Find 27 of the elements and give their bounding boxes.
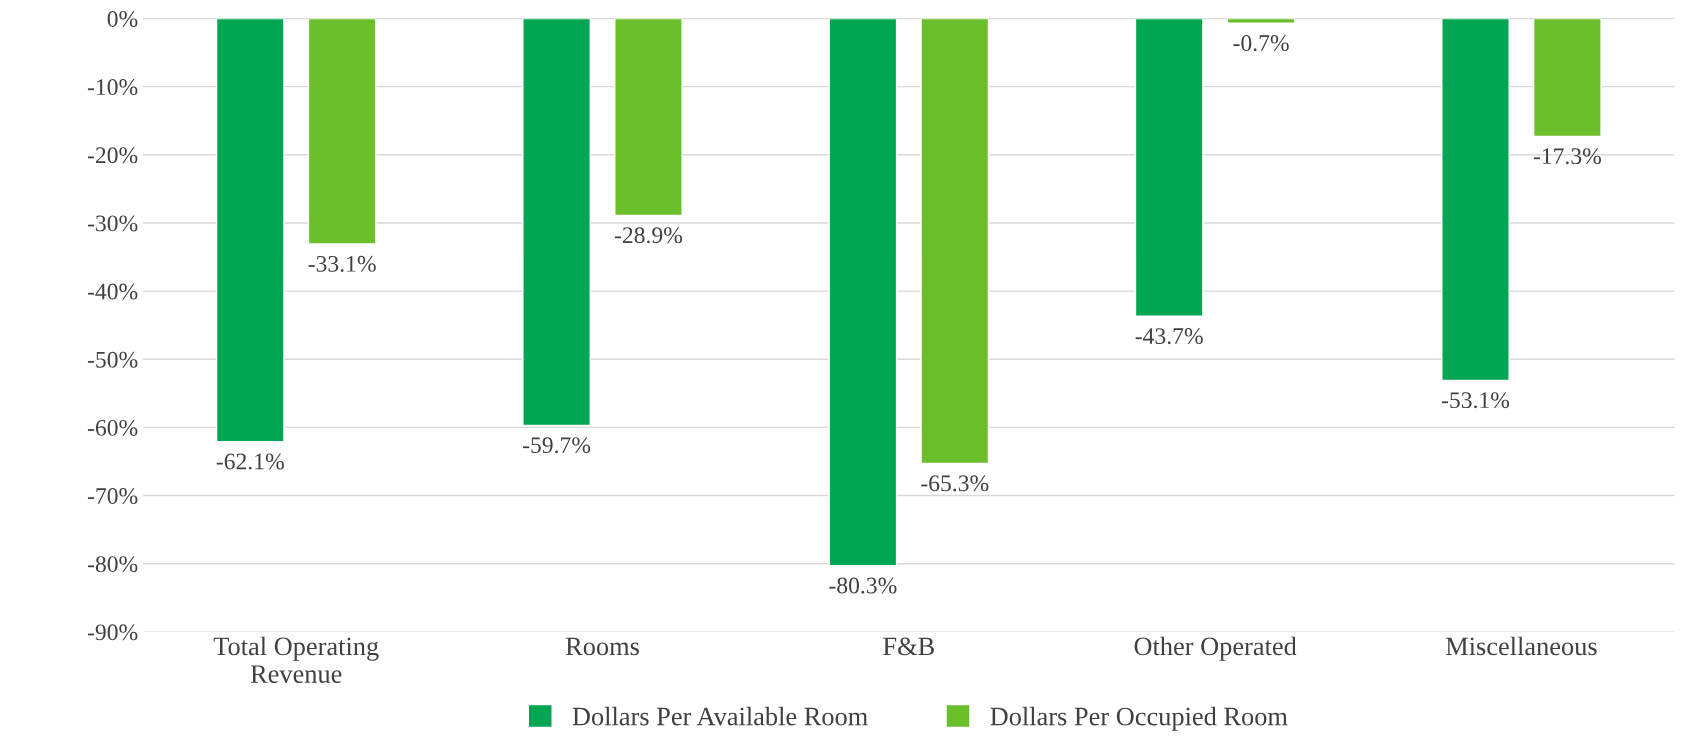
data-label: -43.7% (1135, 328, 1203, 345)
y-tick-label: -40% (87, 283, 138, 300)
y-tick-label: 0% (107, 10, 138, 27)
data-label: -17.3% (1533, 148, 1601, 165)
y-tick-label: -70% (87, 488, 138, 505)
y-tick-label: -20% (87, 147, 138, 164)
data-label: -53.1% (1441, 392, 1510, 409)
y-tick-label: -10% (87, 79, 138, 96)
x-tick-label: Other Operated (1134, 636, 1297, 661)
y-tick-label: -80% (87, 556, 138, 573)
y-tick-label: -30% (87, 215, 138, 232)
data-label: -59.7% (523, 437, 591, 454)
data-label: -80.3% (829, 577, 897, 594)
legend-label: Dollars Per Occupied Room (990, 706, 1288, 731)
legend-label: Dollars Per Available Room (572, 706, 868, 726)
x-tick-label: Rooms (565, 637, 639, 656)
x-tick-label: Miscellaneous (1445, 636, 1597, 656)
data-label: -62.1% (216, 453, 284, 470)
data-label: -33.1% (308, 255, 376, 272)
data-label: -28.9% (614, 227, 683, 244)
x-tick-label: F&B (883, 637, 934, 656)
y-tick-label: -50% (87, 351, 138, 368)
y-tick-label: -60% (87, 419, 138, 436)
x-tick-label: Total Operating Revenue (213, 636, 379, 683)
data-label: -65.3% (921, 475, 989, 492)
data-label: -0.7% (1233, 35, 1289, 52)
y-tick-label: -90% (87, 624, 138, 641)
